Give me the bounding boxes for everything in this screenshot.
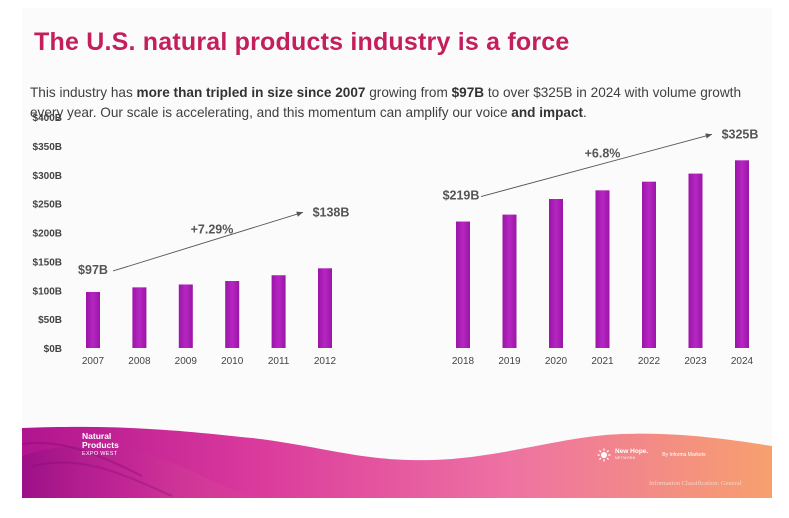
bar-charts: $0B $50B $100B $150B $200B $250B $300B $350B $40… bbox=[33, 113, 759, 367]
new-hope-sun-icon bbox=[597, 448, 611, 462]
start-value-callout: $219B bbox=[443, 189, 480, 203]
slide-title: The U.S. natural products industry is a … bbox=[34, 28, 570, 56]
intro-segment: $97B bbox=[451, 85, 485, 100]
slide: The U.S. natural products industry is a … bbox=[22, 8, 772, 498]
y-tick-label: $350B bbox=[33, 142, 62, 153]
new-hope-brand: New Hope. NETWORK bbox=[615, 448, 648, 462]
growth-rate-callout: +6.8% bbox=[585, 146, 621, 160]
x-tick-label: 2023 bbox=[684, 356, 707, 367]
bar-2023 bbox=[688, 173, 703, 348]
new-hope-brand-name: New Hope. bbox=[615, 448, 649, 455]
intro-segment: . bbox=[583, 105, 587, 120]
y-tick-label: $300B bbox=[33, 171, 62, 182]
bar-2007 bbox=[86, 291, 100, 348]
x-tick-label: 2007 bbox=[82, 356, 105, 367]
bar-2018 bbox=[456, 221, 470, 348]
bar-2021 bbox=[595, 190, 610, 348]
x-tick-label: 2021 bbox=[591, 356, 614, 367]
y-tick-label: $100B bbox=[33, 286, 62, 297]
intro-segment: to over $325B in 2024 with volume growth… bbox=[30, 85, 741, 120]
x-tick-label: 2018 bbox=[452, 356, 475, 367]
bar-2020 bbox=[549, 199, 563, 348]
new-hope-brand-sub: NETWORK bbox=[615, 456, 636, 460]
y-tick-label: $400B bbox=[33, 113, 62, 124]
intro-segment: This industry has bbox=[30, 85, 137, 100]
x-tick-label: 2011 bbox=[268, 356, 290, 367]
logo-line-3: EXPO WEST bbox=[82, 451, 118, 457]
x-tick-label: 2008 bbox=[128, 356, 151, 367]
x-tick-label: 2009 bbox=[175, 356, 198, 367]
intro-paragraph: This industry has more than tripled in s… bbox=[30, 83, 770, 123]
x-tick-label: 2019 bbox=[498, 356, 521, 367]
bar-2012 bbox=[318, 268, 332, 348]
x-tick-label: 2022 bbox=[638, 356, 661, 367]
y-tick-label: $250B bbox=[33, 200, 62, 211]
y-tick-label: $150B bbox=[33, 257, 62, 268]
growth-rate-callout: +7.29% bbox=[191, 223, 234, 237]
logo-line-1: Natural bbox=[82, 431, 112, 441]
y-axis: $0B $50B $100B $150B $200B $250B $300B $350B $40… bbox=[33, 113, 62, 355]
bar-2024 bbox=[735, 160, 749, 348]
growth-arrow bbox=[480, 133, 713, 197]
information-classification: Information Classification: General bbox=[649, 480, 742, 487]
start-value-callout: $97B bbox=[78, 263, 108, 277]
end-value-callout: $138B bbox=[313, 205, 350, 219]
bar-2019 bbox=[502, 214, 517, 348]
y-tick-label: $50B bbox=[38, 315, 62, 326]
growth-arrow bbox=[112, 211, 304, 272]
intro-segment: growing from bbox=[365, 85, 452, 100]
new-hope-network-logo: New Hope. NETWORK By Informa Markets bbox=[597, 448, 706, 462]
bar-2008 bbox=[132, 287, 147, 348]
bar-2009 bbox=[178, 284, 193, 348]
natural-products-expo-west-logo: Natural Products EXPO WEST bbox=[82, 431, 152, 458]
logo-line-2: Products bbox=[82, 440, 119, 450]
end-value-callout: $325B bbox=[722, 127, 759, 141]
bar-2022 bbox=[642, 181, 656, 348]
chart-2007-2012: 2007 2008 2009 2010 2011 2012 $97B $138B +7.29% bbox=[78, 205, 349, 367]
x-tick-label: 2010 bbox=[221, 356, 244, 367]
intro-segment: more than tripled in size since 2007 bbox=[136, 85, 366, 100]
intro-segment: and impact bbox=[511, 105, 584, 120]
x-tick-label: 2024 bbox=[731, 356, 754, 367]
y-tick-label: $0B bbox=[44, 344, 62, 355]
footer-wave bbox=[22, 426, 772, 498]
bar-2010 bbox=[225, 281, 240, 348]
chart-2018-2024: 2018 2019 2020 2021 2022 2023 2024 $219B $325B +6… bbox=[443, 127, 759, 367]
y-tick-label: $200B bbox=[33, 229, 62, 240]
x-tick-label: 2020 bbox=[545, 356, 568, 367]
bar-2011 bbox=[271, 275, 286, 348]
x-tick-label: 2012 bbox=[314, 356, 337, 367]
informa-markets-label: By Informa Markets bbox=[662, 452, 706, 458]
